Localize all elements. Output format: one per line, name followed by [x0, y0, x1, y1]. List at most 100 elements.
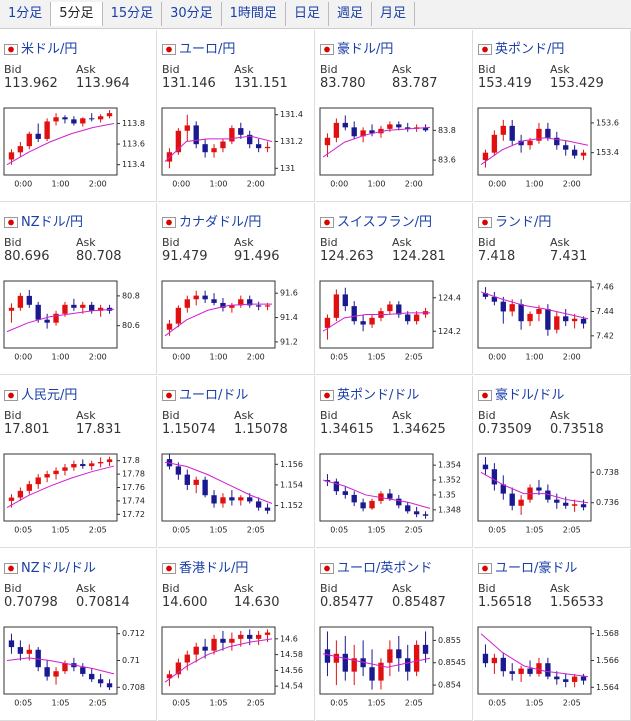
candle-body	[580, 504, 587, 508]
tab[interactable]: 日足	[286, 2, 329, 26]
rate-panel[interactable]: 豪ドル/円 Bid Ask 83.780 83.787 83.6 83.8 0:00 1:00 2…	[316, 30, 473, 202]
pair-name[interactable]: カナダドル/円	[179, 215, 262, 230]
candle-body	[405, 658, 411, 672]
pair-name[interactable]: NZドル/ドル	[21, 561, 97, 576]
pair-name[interactable]: 米ドル/円	[21, 42, 78, 57]
pair-name[interactable]: 香港ドル/円	[179, 561, 249, 576]
pair-name[interactable]: ランド/円	[495, 215, 552, 230]
y-tick-label: 131	[280, 164, 295, 173]
rate-panel[interactable]: ユーロ/英ポンド Bid Ask 0.85477 0.85487 0.854 0.8545 0…	[316, 549, 473, 721]
rate-panel[interactable]: ユーロ/豪ドル Bid Ask 1.56518 1.56533 1.564 1.566 1.5…	[474, 549, 631, 721]
candle-body	[106, 683, 113, 688]
rate-panel[interactable]: NZドル/ドル Bid Ask 0.70798 0.70814 0.708 0.71 0.71…	[0, 549, 157, 721]
ask-label: Ask	[550, 409, 570, 422]
ask-label: Ask	[76, 63, 96, 76]
tab[interactable]: 月足	[372, 2, 415, 26]
candle-body	[44, 474, 50, 478]
rate-panel[interactable]: カナダドル/円 Bid Ask 91.479 91.496 91.2 91.4 91.6 0:0…	[158, 203, 315, 375]
candle-body	[342, 122, 348, 128]
x-tick-label: 0:05	[14, 699, 32, 708]
rate-panel[interactable]: 英ポンド/ドル Bid Ask 1.34615 1.34625 1.348 1.35 1.35…	[316, 376, 473, 548]
moving-average	[6, 657, 115, 675]
pair-name[interactable]: 豪ドル/円	[337, 42, 394, 57]
bid-label: Bid	[320, 236, 338, 249]
pair-name[interactable]: ユーロ/ドル	[179, 388, 249, 403]
rate-panel[interactable]: ユーロ/ドル Bid Ask 1.15074 1.15078 1.152 1.154 1.15…	[158, 376, 315, 548]
y-tick-label: 91.2	[280, 337, 298, 346]
candle-body	[53, 671, 59, 677]
rate-panel[interactable]: ランド/円 Bid Ask 7.418 7.431 7.42 7.44 7.46 0:00 1:0…	[474, 203, 631, 375]
plot-frame	[477, 453, 592, 522]
y-tick-label: 0.736	[596, 498, 619, 507]
rate-panel[interactable]: 米ドル/円 Bid Ask 113.962 113.964 113.4 113.6 113.8…	[0, 30, 157, 202]
candle-body	[413, 644, 420, 672]
candle-body	[571, 318, 578, 322]
tab[interactable]: 30分足	[162, 2, 222, 26]
mini-chart: 1.348 1.35 1.352 1.354 0:05 1:05 2:05	[319, 453, 461, 535]
candle-body	[264, 146, 271, 149]
rate-panel[interactable]: スイスフラン/円 Bid Ask 124.263 124.281 124.2 124.4 0:…	[316, 203, 473, 375]
ask-value: 80.708	[76, 249, 122, 264]
x-tick-label: 1:05	[368, 526, 386, 535]
candle-body	[220, 141, 226, 149]
pair-title: ユーロ/円	[162, 38, 235, 57]
y-tick-label: 124.4	[438, 293, 461, 302]
x-tick-label: 2:00	[563, 353, 581, 362]
tab[interactable]: 1分足	[0, 2, 52, 26]
tab[interactable]: 週足	[329, 2, 372, 26]
candle-body	[333, 481, 340, 492]
x-tick-label: 1:05	[210, 526, 228, 535]
tab[interactable]: 1時間足	[222, 2, 286, 26]
pair-name[interactable]: スイスフラン/円	[337, 215, 432, 230]
rate-panel[interactable]: NZドル/円 Bid Ask 80.696 80.708 80.6 80.8 0:00 1:00…	[0, 203, 157, 375]
candle-body	[220, 497, 226, 504]
candle-body	[342, 294, 348, 307]
candle-body	[62, 467, 68, 471]
candle-body	[378, 662, 384, 681]
rate-panel[interactable]: 香港ドル/円 Bid Ask 14.600 14.630 14.54 14.56 14.58 1…	[158, 549, 315, 721]
mini-chart: 91.2 91.4 91.6 0:00 1:00 2:00	[161, 280, 298, 362]
moving-average	[6, 465, 115, 509]
candle-body	[26, 295, 32, 305]
y-tick-label: 0.712	[122, 629, 145, 638]
moving-average	[322, 312, 430, 332]
rate-panel[interactable]: 人民元/円 Bid Ask 17.801 17.831 17.72 17.74 17.76 17…	[0, 376, 157, 548]
candle-body	[518, 499, 524, 506]
pair-title: 英ポンド/円	[478, 38, 564, 57]
mini-chart: 17.72 17.74 17.76 17.78 17.8 0:05 1:05 2:05	[3, 453, 145, 535]
tab[interactable]: 5分足	[51, 2, 103, 26]
mini-chart: 153.4 153.6 0:00 1:00 2:00	[477, 107, 619, 189]
pair-name[interactable]: 人民元/円	[21, 388, 78, 403]
rate-panel[interactable]: 豪ドル/ドル Bid Ask 0.73509 0.73518 0.736 0.738 0:05…	[474, 376, 631, 548]
rate-panel[interactable]: 英ポンド/円 Bid Ask 153.419 153.429 153.4 153.6 0:00…	[474, 30, 631, 202]
pair-title: NZドル/円	[4, 211, 83, 230]
y-tick-label: 153.6	[596, 118, 619, 127]
y-tick-label: 17.72	[122, 510, 145, 519]
candle-body	[482, 293, 489, 297]
moving-average	[6, 122, 115, 166]
ask-value: 17.831	[76, 422, 122, 437]
candle-body	[342, 491, 348, 495]
y-tick-label: 113.4	[122, 160, 145, 169]
pair-name[interactable]: 英ポンド/ドル	[337, 388, 420, 403]
y-tick-label: 1.154	[280, 480, 303, 489]
candle-body	[491, 469, 498, 485]
candle-body	[247, 497, 253, 502]
pair-name[interactable]: ユーロ/豪ドル	[495, 561, 578, 576]
pair-name[interactable]: 英ポンド/円	[495, 42, 565, 57]
pair-name[interactable]: ユーロ/英ポンド	[337, 561, 433, 576]
tab[interactable]: 15分足	[103, 2, 163, 26]
candle-body	[247, 134, 253, 145]
candle-body	[89, 673, 95, 680]
candle-body	[80, 118, 86, 124]
candle-body	[264, 632, 271, 635]
x-tick-label: 0:05	[330, 526, 348, 535]
pair-name[interactable]: 豪ドル/ドル	[495, 388, 565, 403]
y-tick-label: 113.8	[122, 119, 145, 128]
candle-body	[369, 500, 375, 509]
rate-panel[interactable]: ユーロ/円 Bid Ask 131.146 131.151 131 131.2 131.4 0:…	[158, 30, 315, 202]
ask-label: Ask	[234, 409, 254, 422]
pair-name[interactable]: ユーロ/円	[179, 42, 236, 57]
pair-name[interactable]: NZドル/円	[21, 215, 84, 230]
ask-value: 113.964	[76, 76, 130, 91]
